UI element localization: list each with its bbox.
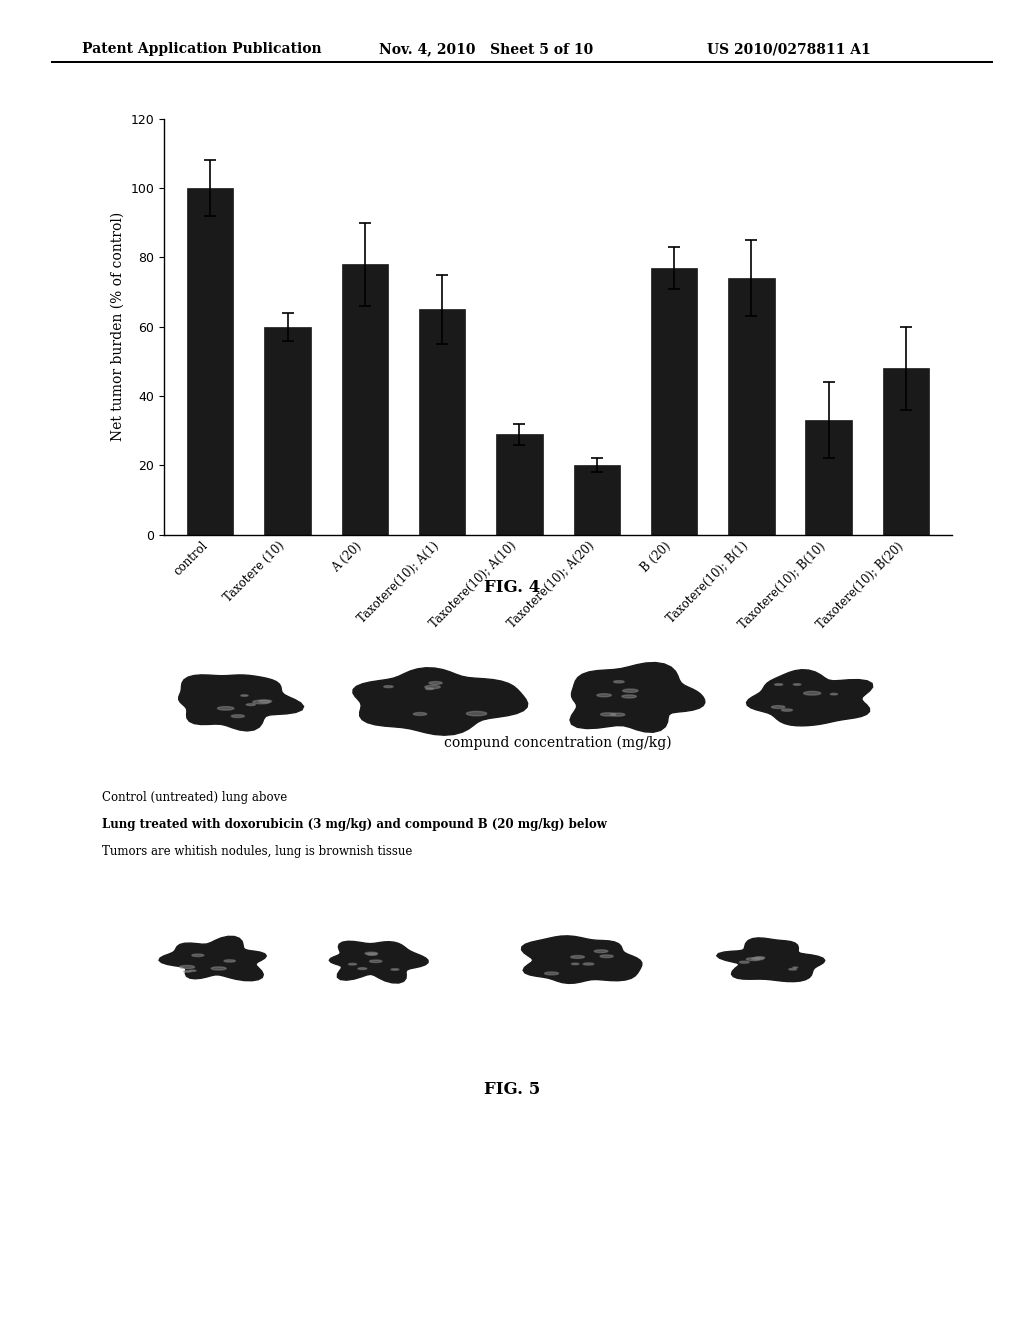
Circle shape (830, 693, 838, 694)
Polygon shape (330, 941, 428, 983)
Circle shape (217, 706, 233, 710)
Circle shape (622, 694, 636, 698)
Circle shape (425, 685, 440, 689)
Circle shape (613, 681, 625, 682)
Circle shape (365, 952, 378, 954)
Text: Control (untreated) lung above: Control (untreated) lung above (102, 791, 288, 804)
Bar (573, 466, 620, 535)
Circle shape (788, 969, 797, 970)
Polygon shape (570, 663, 705, 733)
Bar (728, 279, 774, 535)
Text: US 2010/0278811 A1: US 2010/0278811 A1 (707, 42, 870, 57)
Circle shape (739, 961, 750, 964)
X-axis label: compund concentration (mg/kg): compund concentration (mg/kg) (444, 735, 672, 750)
Bar (497, 434, 543, 535)
Circle shape (601, 713, 615, 715)
Circle shape (231, 714, 245, 718)
Circle shape (794, 684, 801, 685)
Circle shape (426, 688, 433, 689)
Circle shape (241, 694, 248, 697)
Bar (806, 420, 852, 535)
Bar (187, 189, 233, 535)
Bar (651, 268, 697, 535)
Bar (883, 368, 929, 535)
Bar (419, 309, 465, 535)
Circle shape (358, 968, 367, 969)
Text: Lung treated with doxorubicin (3 mg/kg) and compound B (20 mg/kg) below: Lung treated with doxorubicin (3 mg/kg) … (102, 818, 607, 832)
Circle shape (429, 681, 442, 684)
Circle shape (594, 950, 608, 953)
Circle shape (368, 953, 377, 956)
Circle shape (191, 954, 204, 957)
Polygon shape (717, 939, 824, 982)
Circle shape (746, 958, 760, 961)
Circle shape (179, 965, 195, 969)
Circle shape (466, 711, 486, 715)
Circle shape (584, 962, 594, 965)
Circle shape (597, 694, 611, 697)
Text: FIG. 5: FIG. 5 (484, 1081, 540, 1097)
Circle shape (804, 692, 820, 696)
Circle shape (189, 970, 196, 972)
Text: Nov. 4, 2010   Sheet 5 of 10: Nov. 4, 2010 Sheet 5 of 10 (379, 42, 593, 57)
Circle shape (610, 713, 625, 717)
Circle shape (183, 970, 190, 973)
Y-axis label: Net tumor burden (% of control): Net tumor burden (% of control) (111, 213, 125, 441)
Circle shape (752, 957, 764, 960)
Polygon shape (179, 675, 303, 731)
Circle shape (414, 713, 427, 715)
Polygon shape (159, 936, 266, 981)
Circle shape (570, 956, 585, 958)
Circle shape (247, 704, 255, 706)
Bar (264, 327, 310, 535)
Circle shape (774, 684, 782, 685)
Text: FIG. 4: FIG. 4 (484, 579, 540, 595)
Circle shape (545, 972, 558, 975)
Polygon shape (353, 668, 527, 735)
Circle shape (391, 969, 398, 970)
Circle shape (259, 700, 271, 702)
Bar (342, 264, 388, 535)
Circle shape (755, 957, 765, 958)
Circle shape (211, 966, 226, 970)
Circle shape (253, 700, 270, 704)
Text: Tumors are whitish nodules, lung is brownish tissue: Tumors are whitish nodules, lung is brow… (102, 845, 413, 858)
Circle shape (771, 706, 785, 709)
Text: Patent Application Publication: Patent Application Publication (82, 42, 322, 57)
Circle shape (571, 964, 579, 965)
Circle shape (224, 960, 236, 962)
Circle shape (600, 954, 613, 957)
Polygon shape (521, 936, 642, 983)
Circle shape (348, 964, 356, 965)
Polygon shape (746, 669, 872, 726)
Circle shape (623, 689, 638, 693)
Circle shape (781, 709, 793, 711)
Circle shape (370, 960, 382, 962)
Circle shape (384, 685, 393, 688)
